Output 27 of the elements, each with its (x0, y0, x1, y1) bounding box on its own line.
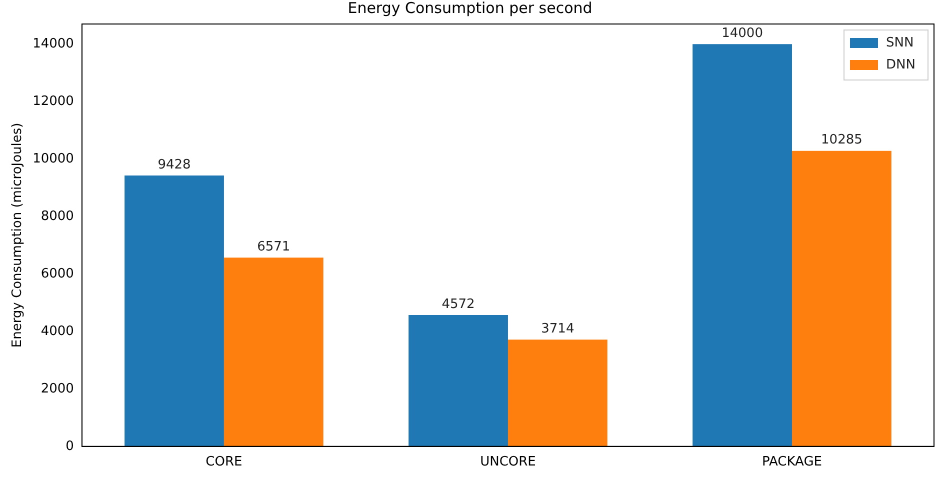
y-axis-title: Energy Consumption (microJoules) (10, 122, 26, 348)
data-label: 14000 (722, 26, 763, 41)
data-label: 6571 (257, 239, 290, 254)
bar (408, 315, 508, 446)
data-label: 10285 (821, 132, 862, 148)
y-tick-label: 12000 (32, 94, 74, 109)
x-tick-label: UNCORE (480, 454, 536, 470)
legend-label: DNN (886, 57, 916, 72)
data-label: 9428 (158, 157, 191, 172)
bar (792, 150, 892, 446)
y-tick-label: 2000 (40, 381, 74, 396)
y-tick-label: 14000 (32, 36, 74, 52)
data-label: 3714 (541, 322, 574, 337)
bar (692, 44, 792, 446)
legend-label: SNN (886, 35, 914, 50)
bar (224, 258, 324, 446)
x-tick-label: CORE (206, 454, 242, 470)
chart-title: Energy Consumption per second (348, 0, 592, 17)
y-tick-label: 8000 (40, 208, 74, 224)
y-tick-label: 6000 (40, 266, 74, 282)
y-tick-label: 0 (66, 438, 74, 454)
y-tick-label: 10000 (32, 151, 74, 166)
bar (508, 340, 608, 446)
bar (124, 175, 224, 446)
data-label: 4572 (442, 296, 475, 312)
y-tick-label: 4000 (40, 324, 74, 339)
x-tick-label: PACKAGE (762, 454, 822, 470)
